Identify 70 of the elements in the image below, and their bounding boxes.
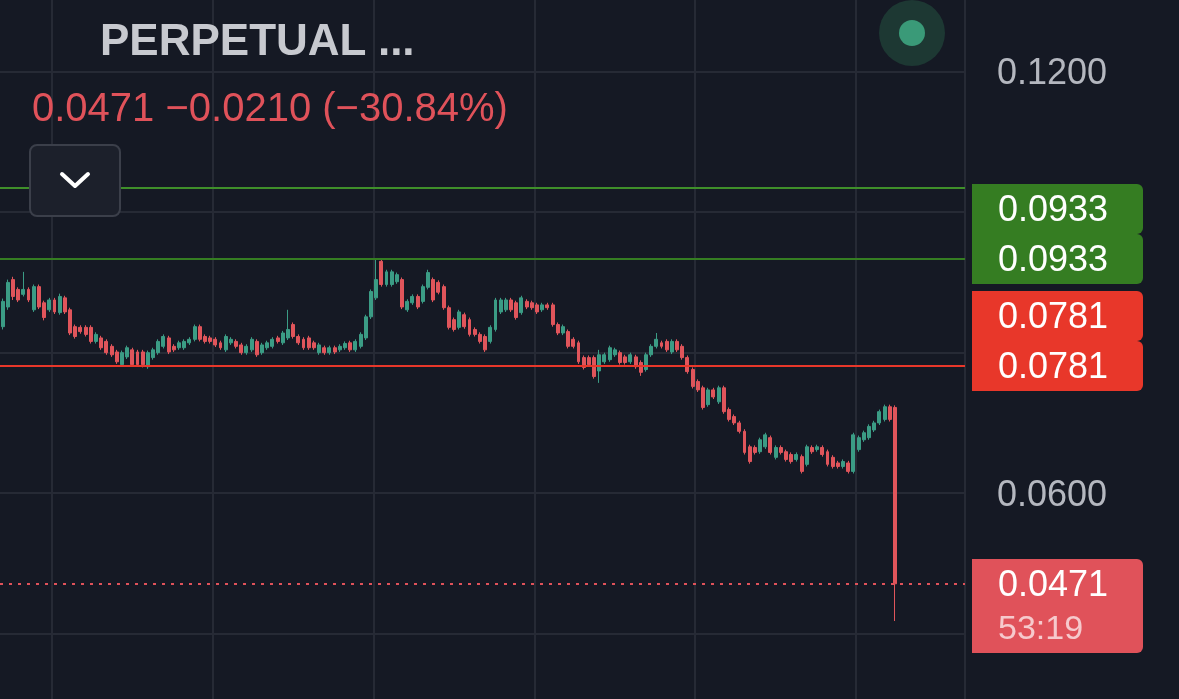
- candlestick: [58, 293, 62, 316]
- candlestick: [317, 342, 321, 356]
- price-tag: 0.0781: [972, 291, 1143, 341]
- candlestick: [561, 324, 565, 336]
- candlestick: [794, 451, 798, 463]
- candlestick: [826, 449, 829, 467]
- candlestick: [348, 340, 352, 353]
- candlestick: [841, 458, 845, 470]
- candlestick: [494, 297, 497, 333]
- candlestick: [468, 317, 471, 337]
- candlestick: [327, 345, 331, 356]
- candlestick: [322, 345, 326, 356]
- candlestick: [457, 309, 461, 330]
- candlestick: [851, 432, 855, 474]
- candlestick: [219, 340, 222, 351]
- candlestick: [577, 340, 580, 365]
- candlestick: [670, 338, 674, 355]
- price-tag: 0.0933: [972, 234, 1143, 285]
- ref-line-label: 0.0933: [998, 237, 1109, 282]
- price-tag: 0.0933: [972, 184, 1143, 235]
- candlestick: [768, 435, 772, 456]
- candlestick: [846, 460, 850, 474]
- candlestick: [400, 276, 404, 310]
- candlestick: [810, 444, 814, 455]
- candlestick: [379, 258, 383, 288]
- candlestick: [136, 349, 139, 368]
- candlestick: [255, 338, 259, 358]
- candlestick: [47, 297, 51, 313]
- candlestick: [276, 335, 280, 345]
- price-tag: 0.0781: [972, 341, 1143, 391]
- candlestick: [545, 302, 549, 311]
- chart-title: PERPETUAL ...: [100, 14, 415, 64]
- candlestick: [21, 271, 25, 297]
- candlestick: [141, 349, 145, 368]
- candlestick: [628, 352, 632, 365]
- candlestick: [519, 295, 523, 316]
- candlestick: [94, 331, 98, 345]
- candlestick: [815, 444, 819, 453]
- candlestick: [302, 336, 305, 351]
- candlestick: [820, 444, 824, 458]
- candlestick: [130, 347, 134, 368]
- candlestick: [244, 343, 248, 356]
- candlestick: [385, 269, 388, 288]
- candlestick: [706, 387, 710, 408]
- candlestick: [665, 338, 669, 353]
- candlestick: [488, 324, 492, 345]
- candlestick: [53, 297, 56, 315]
- candlestick: [333, 345, 337, 355]
- candlestick: [32, 284, 36, 313]
- ref-line-label: 0.0471: [998, 561, 1109, 606]
- y-tick-label: 0.1200: [997, 51, 1108, 93]
- candlestick: [774, 444, 778, 460]
- candlestick: [711, 387, 715, 400]
- candlestick: [193, 324, 197, 342]
- candlestick: [416, 293, 420, 310]
- candlestick: [27, 286, 30, 303]
- candlestick: [805, 444, 809, 467]
- ref-line-label: 0.0781: [998, 344, 1109, 388]
- candlestick: [540, 302, 544, 313]
- candlestick: [743, 428, 746, 456]
- candlestick: [462, 312, 466, 330]
- candlestick: [883, 404, 887, 423]
- candlestick: [353, 338, 357, 353]
- text: 0.0471 −0.0210 (−30.84%): [32, 85, 508, 129]
- price-tag: 0.0471 53:19: [972, 558, 1143, 653]
- candlestick: [717, 385, 721, 405]
- candlestick: [250, 336, 254, 353]
- candlestick: [660, 340, 663, 349]
- y-tick-label: 0.0600: [997, 472, 1108, 514]
- candlestick: [800, 454, 804, 474]
